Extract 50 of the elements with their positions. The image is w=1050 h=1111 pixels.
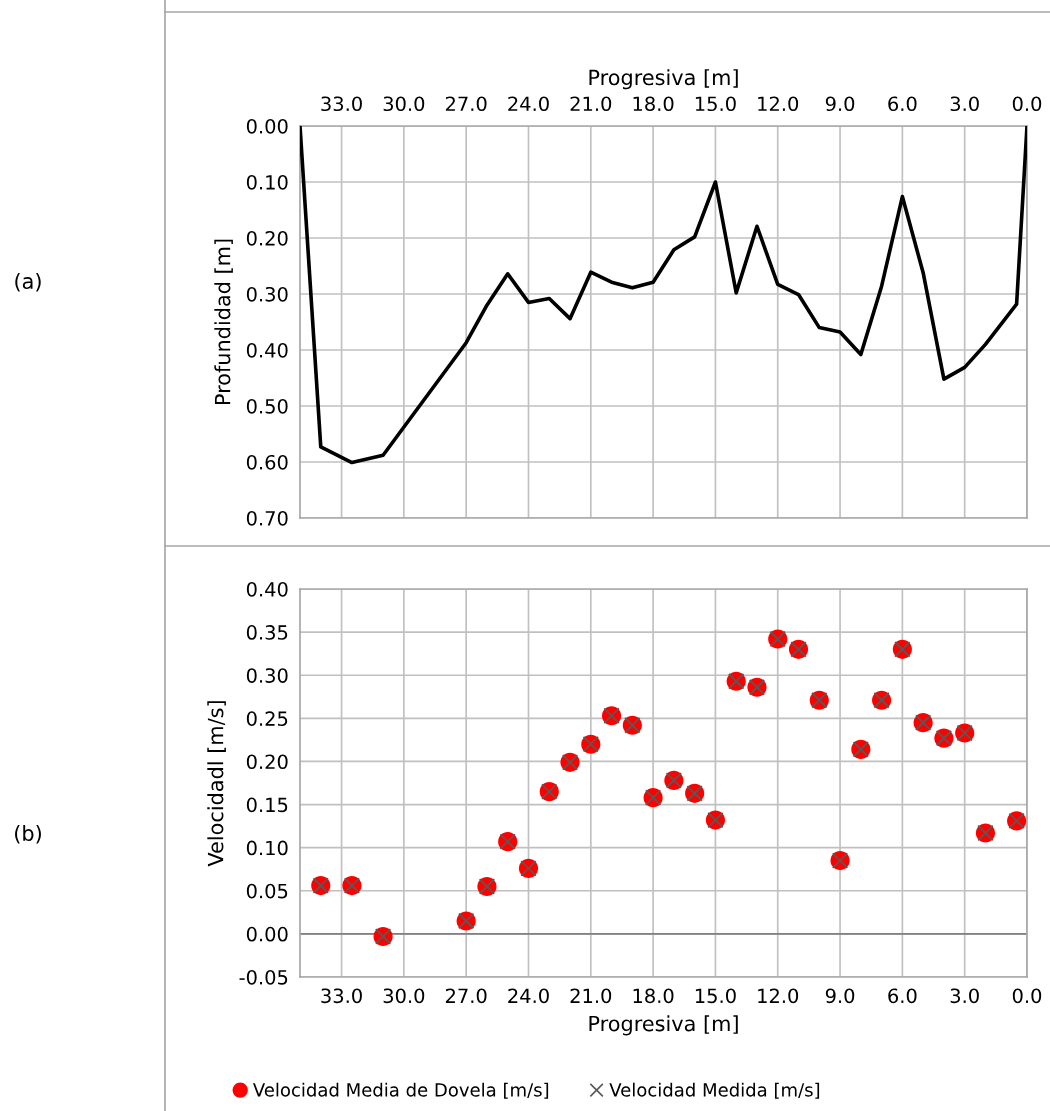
legend-label: Velocidad Medida [m/s] xyxy=(609,1082,820,1099)
y-axis-title: Velocidadl [m/s] xyxy=(207,701,226,867)
x-tick-label: 18.0 xyxy=(633,96,674,112)
x-tick-label: 15.0 xyxy=(695,988,736,1004)
x-tick-label: 9.0 xyxy=(825,988,855,1004)
x-tick-label: 30.0 xyxy=(383,96,425,112)
legend-label: Velocidad Media de Dovela [m/s] xyxy=(252,1082,549,1099)
x-tick-label: 33.0 xyxy=(321,988,362,1004)
x-tick-label: 3.0 xyxy=(950,96,979,112)
y-tick-label: 0.10 xyxy=(246,174,288,190)
y-tick-label: 0.60 xyxy=(246,454,288,470)
x-tick-label: 18.0 xyxy=(633,988,674,1004)
y-axis-title: Profundidad [m] xyxy=(214,239,233,405)
x-axis-title: Progresiva [m] xyxy=(589,1015,738,1036)
y-tick-label: 0.50 xyxy=(246,398,288,414)
y-tick-label: 0.70 xyxy=(246,510,288,526)
x-tick-label: 0.0 xyxy=(1012,988,1042,1004)
x-tick-label: 30.0 xyxy=(383,988,425,1004)
x-tick-label: 0.0 xyxy=(1012,96,1042,112)
text: (a) xyxy=(15,272,41,292)
x-tick-label: 21.0 xyxy=(570,96,612,112)
y-tick-label: 0.10 xyxy=(246,840,288,856)
x-tick-label: 15.0 xyxy=(695,96,736,112)
y-tick-label: 0.40 xyxy=(246,342,288,358)
y-tick-label: 0.20 xyxy=(246,230,288,246)
x-tick-label: 6.0 xyxy=(888,96,917,112)
x-tick-label: 27.0 xyxy=(445,96,487,112)
y-tick-label: 0.15 xyxy=(246,797,288,813)
y-tick-label: 0.25 xyxy=(246,711,288,726)
x-tick-label: 9.0 xyxy=(825,96,855,112)
y-tick-label: 0.00 xyxy=(246,118,288,134)
y-tick-label: 0.35 xyxy=(246,625,288,640)
text: (b) xyxy=(15,824,41,844)
y-tick-label: -0.05 xyxy=(239,969,288,985)
y-tick-label: 0.05 xyxy=(246,883,288,899)
x-tick-label: 12.0 xyxy=(758,96,799,112)
x-tick-label: 3.0 xyxy=(950,988,979,1004)
x-tick-label: 24.0 xyxy=(508,96,549,112)
x-tick-label: 6.0 xyxy=(888,988,917,1004)
y-tick-label: 0.30 xyxy=(246,286,288,302)
x-tick-label: 12.0 xyxy=(758,988,799,1004)
y-tick-label: 0.30 xyxy=(246,668,288,683)
x-axis-title: Progresiva [m] xyxy=(589,69,738,90)
y-tick-label: 0.00 xyxy=(246,926,288,942)
y-tick-label: 0.20 xyxy=(246,754,288,770)
x-tick-label: 27.0 xyxy=(445,988,487,1004)
x-tick-label: 33.0 xyxy=(321,96,362,112)
x-tick-label: 24.0 xyxy=(508,988,549,1004)
y-tick-label: 0.40 xyxy=(246,581,288,597)
x-tick-label: 21.0 xyxy=(570,988,612,1004)
